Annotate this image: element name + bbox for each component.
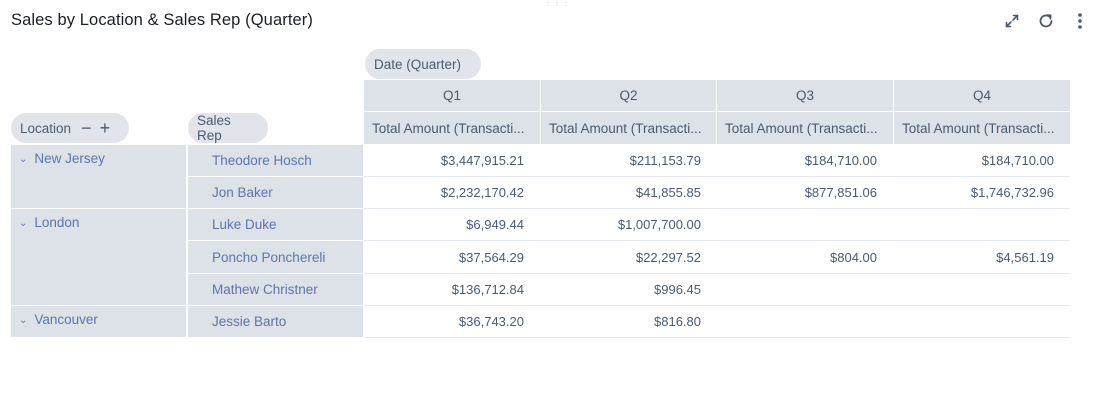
value-cell[interactable]: $37,564.29 <box>458 249 524 265</box>
value-cell[interactable]: $22,297.52 <box>635 249 701 265</box>
row-dimension-pill-sales-rep[interactable]: Sales Rep <box>188 113 268 143</box>
expand-icon <box>1005 14 1019 28</box>
value-cell[interactable] <box>894 306 1070 337</box>
row-divider <box>364 176 1070 177</box>
chevron-down-icon[interactable]: ⌄ <box>19 154 28 165</box>
value-cell[interactable]: $804.00 <box>830 249 877 265</box>
sales-rep-row-header: Jessie Barto <box>188 306 363 337</box>
expand-button[interactable] <box>1000 10 1024 32</box>
measure-header[interactable]: Total Amount (Transacti... <box>894 112 1070 144</box>
measure-header[interactable]: Total Amount (Transacti... <box>364 112 540 144</box>
sales-rep-row-header: Jon Baker <box>188 177 363 208</box>
sales-rep-row-header: Poncho Ponchereli <box>188 241 363 273</box>
value-cell[interactable] <box>717 306 893 337</box>
expand-all-button[interactable]: + <box>99 118 111 138</box>
row-dimension-pill-location[interactable]: Location − + <box>11 113 129 143</box>
location-row-header: ⌄ Vancouver <box>11 306 186 337</box>
value-cell[interactable] <box>894 274 1070 305</box>
value-cell[interactable]: $816.80 <box>654 314 701 329</box>
row-divider <box>364 208 1070 209</box>
sales-rep-row-header: Theodore Hosch <box>188 145 363 176</box>
chevron-down-icon[interactable]: ⌄ <box>19 315 28 326</box>
refresh-icon <box>1039 14 1053 28</box>
location-label: London <box>34 215 80 230</box>
column-header-q1[interactable]: Q1 <box>364 80 540 111</box>
row-divider <box>364 240 1070 241</box>
column-header-q4[interactable]: Q4 <box>894 80 1070 111</box>
value-cell[interactable]: $3,447,915.21 <box>440 153 524 168</box>
value-cell[interactable]: $6,949.44 <box>466 217 524 232</box>
more-options-button[interactable] <box>1068 10 1092 32</box>
row-divider <box>364 305 1070 306</box>
value-cell[interactable]: $184,710.00 <box>981 153 1054 168</box>
location-label: New Jersey <box>34 151 105 166</box>
location-label: Vancouver <box>34 312 98 327</box>
location-row-header: ⌄ London <box>11 209 186 305</box>
value-cell[interactable]: $136,712.84 <box>451 282 524 297</box>
row-dimension-label: Location <box>20 120 72 136</box>
location-row-header: ⌄ New Jersey <box>11 145 186 208</box>
value-cell[interactable]: $877,851.06 <box>804 185 877 200</box>
column-header-q3[interactable]: Q3 <box>717 80 893 111</box>
column-header-q2[interactable]: Q2 <box>541 80 716 111</box>
drag-handle[interactable]: ⋮⋮⋮ <box>544 0 571 7</box>
value-cell[interactable]: $184,710.00 <box>804 153 877 168</box>
sales-rep-row-header: Mathew Christner <box>188 274 363 305</box>
refresh-button[interactable] <box>1034 10 1058 32</box>
more-vertical-icon <box>1078 13 1082 29</box>
value-cell[interactable]: $2,232,170.42 <box>440 185 524 200</box>
chevron-down-icon[interactable]: ⌄ <box>19 218 28 229</box>
value-cell[interactable]: $211,153.79 <box>629 153 701 168</box>
value-cell[interactable] <box>717 209 893 240</box>
collapse-all-button[interactable]: − <box>81 118 92 138</box>
measure-header[interactable]: Total Amount (Transacti... <box>541 112 716 144</box>
column-dimension-pill[interactable]: Date (Quarter) <box>365 49 481 79</box>
sales-rep-row-header: Luke Duke <box>188 209 363 240</box>
value-cell[interactable]: $1,746,732.96 <box>970 185 1054 200</box>
value-cell[interactable]: $41,855.85 <box>635 185 701 200</box>
widget-title: Sales by Location & Sales Rep (Quarter) <box>11 11 313 29</box>
value-cell[interactable]: $1,007,700.00 <box>617 217 701 232</box>
measure-header[interactable]: Total Amount (Transacti... <box>717 112 893 144</box>
value-cell[interactable]: $4,561.19 <box>996 249 1054 265</box>
row-divider <box>364 337 1070 338</box>
column-dimension-label: Date (Quarter) <box>374 56 462 72</box>
value-cell[interactable] <box>717 274 893 305</box>
row-divider <box>364 273 1070 274</box>
value-cell[interactable]: $996.45 <box>654 282 701 297</box>
value-cell[interactable] <box>894 209 1070 240</box>
widget-toolbar <box>1000 10 1092 32</box>
value-cell[interactable]: $36,743.20 <box>458 314 524 329</box>
row-dimension-label: Sales Rep <box>197 113 231 143</box>
